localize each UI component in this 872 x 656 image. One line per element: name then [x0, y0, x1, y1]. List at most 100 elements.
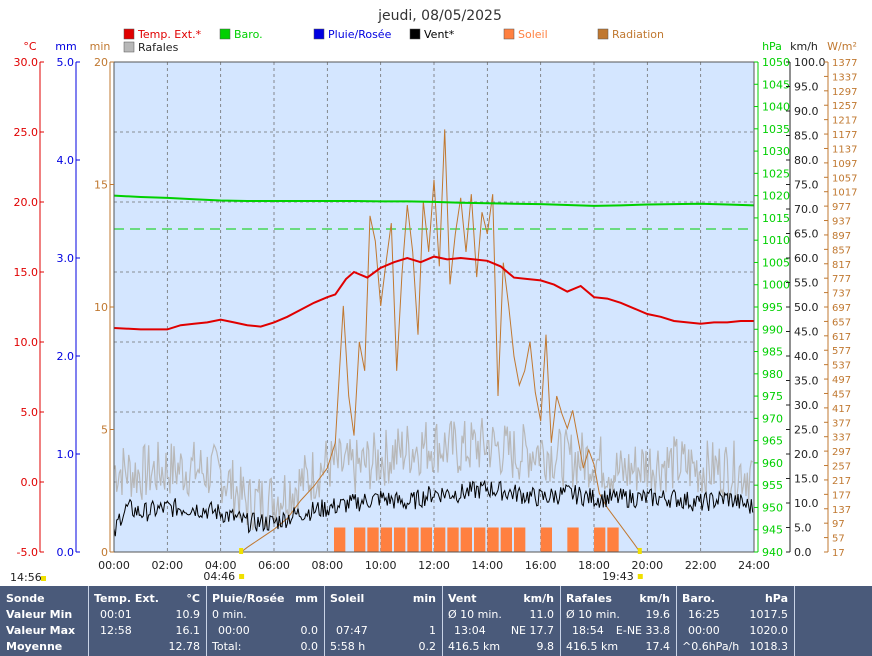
- series-rafales: [113, 417, 754, 531]
- y-tick-label-sun: 20: [94, 56, 108, 69]
- legend-swatch: [123, 41, 135, 53]
- y-tick-label-radiation: 457: [832, 389, 851, 400]
- y-tick-label-radiation: 1377: [832, 58, 857, 69]
- series-radiation: [240, 129, 641, 553]
- y-tick-label-baro: 970: [762, 412, 783, 425]
- y-tick-label-radiation: 537: [832, 361, 851, 372]
- stats-labels-column: Sonde Valeur Min Valeur Max Moyenne: [0, 586, 89, 656]
- y-axis-unit-wind: km/h: [790, 40, 818, 53]
- y-tick-label-baro: 985: [762, 346, 783, 359]
- y-axis-unit-rain: mm: [55, 40, 76, 53]
- sunset-label: 19:43: [602, 570, 634, 583]
- stats-temp-min-time: 00:01: [100, 608, 132, 621]
- y-tick-label-baro: 975: [762, 390, 783, 403]
- y-tick-label-wind: 85.0: [794, 130, 819, 143]
- y-tick-label-radiation: 1017: [832, 188, 857, 199]
- y-tick-label-radiation: 1097: [832, 159, 857, 170]
- sun-bar: [407, 527, 419, 552]
- legend-swatch: [597, 28, 609, 40]
- stats-baro-title: Baro.: [682, 592, 715, 605]
- sun-bar: [487, 527, 499, 552]
- y-tick-label-radiation: 1137: [832, 144, 857, 155]
- legend-swatch: [123, 28, 135, 40]
- y-tick-label-rain: 5.0: [57, 56, 75, 69]
- y-tick-label-wind: 45.0: [794, 326, 819, 339]
- y-tick-label-baro: 1015: [762, 212, 790, 225]
- y-tick-label-baro: 1045: [762, 78, 790, 91]
- y-tick-label-baro: 940: [762, 546, 783, 559]
- sun-bar: [567, 527, 579, 552]
- y-tick-label-radiation: 737: [832, 289, 851, 300]
- sun-bar: [334, 527, 346, 552]
- sun-bar: [434, 527, 446, 552]
- current-time-dot: [41, 576, 46, 581]
- y-tick-label-wind: 65.0: [794, 228, 819, 241]
- y-tick-label-wind: 10.0: [794, 497, 819, 510]
- y-tick-label-wind: 5.0: [794, 522, 812, 535]
- stats-rain-max-val: 0.0: [300, 624, 319, 637]
- stats-rain-min: 0 min.: [212, 608, 247, 621]
- legend-label: Baro.: [234, 28, 263, 41]
- y-tick-label-sun: 5: [101, 424, 108, 437]
- weather-chart: 00:00 02:00 04:00 06:00 08:00 10:00 12:00 14:00…: [0, 0, 872, 586]
- legend-swatch: [219, 28, 231, 40]
- stats-baro-trend: ^0.6hPa/h: [682, 640, 740, 653]
- stats-wind-max-time: 13:04: [454, 624, 486, 637]
- y-tick-label-baro: 1020: [762, 190, 790, 203]
- y-tick-label-radiation: 497: [832, 375, 851, 386]
- stats-rain-total-label: Total:: [212, 640, 242, 653]
- stats-gust-avg: 17.4: [645, 640, 671, 653]
- y-tick-label-radiation: 177: [832, 490, 851, 501]
- x-tick-label: 22:00: [685, 559, 717, 572]
- y-tick-label-temp: 0.0: [21, 476, 39, 489]
- y-tick-label-rain: 2.0: [57, 350, 75, 363]
- legend-label: Soleil: [518, 28, 548, 41]
- legend-label: Vent*: [424, 28, 455, 41]
- stats-temp-max-val: 16.1: [175, 624, 201, 637]
- y-tick-label-radiation: 897: [832, 231, 851, 242]
- stats-gust-distance: 416.5 km: [566, 640, 619, 653]
- y-tick-label-wind: 0.0: [794, 546, 812, 559]
- y-tick-label-baro: 1010: [762, 234, 790, 247]
- sunset-label-dot: [637, 574, 643, 579]
- series-vent: [113, 480, 754, 537]
- x-tick-label: 20:00: [631, 559, 663, 572]
- y-tick-label-baro: 1005: [762, 256, 790, 269]
- y-tick-label-baro: 1050: [762, 56, 790, 69]
- y-tick-label-rain: 1.0: [57, 448, 75, 461]
- sunrise-label-dot: [239, 574, 245, 579]
- y-axis-unit-sun: min: [90, 40, 111, 53]
- stats-baro-min-time: 16:25: [688, 608, 720, 621]
- stats-gust-title: Rafales: [566, 592, 612, 605]
- y-tick-label-wind: 95.0: [794, 81, 819, 94]
- legend-label: Temp. Ext.*: [137, 28, 202, 41]
- y-tick-label-radiation: 1217: [832, 116, 857, 127]
- stats-sun-max-time: 07:47: [336, 624, 368, 637]
- y-tick-label-radiation: 937: [832, 217, 851, 228]
- x-tick-label: 24:00: [738, 559, 770, 572]
- y-tick-label-baro: 995: [762, 301, 783, 314]
- y-tick-label-radiation: 97: [832, 519, 845, 530]
- stats-baro-max-time: 00:00: [688, 624, 720, 637]
- stats-temp-unit: °C: [186, 592, 200, 605]
- stats-gust-max-time: 18:54: [572, 624, 604, 637]
- y-tick-label-baro: 965: [762, 435, 783, 448]
- sun-bar: [460, 527, 472, 552]
- y-tick-label-radiation: 617: [832, 332, 851, 343]
- y-tick-label-rain: 3.0: [57, 252, 75, 265]
- legend-label: Pluie/Rosée: [328, 28, 392, 41]
- sun-bar: [354, 527, 366, 552]
- y-tick-label-radiation: 137: [832, 505, 851, 516]
- y-tick-label-radiation: 1297: [832, 87, 857, 98]
- stats-sun-duration: 5:58 h: [330, 640, 366, 653]
- y-tick-label-rain: 0.0: [57, 546, 75, 559]
- stats-sun-column: Soleil min 07:47 1 5:58 h 0.2: [324, 586, 443, 656]
- y-tick-label-baro: 1025: [762, 167, 790, 180]
- series-baro: [113, 194, 755, 207]
- y-tick-label-wind: 70.0: [794, 203, 819, 216]
- stats-rain-title: Pluie/Rosée: [212, 592, 285, 605]
- x-tick-label: 06:00: [258, 559, 290, 572]
- y-tick-label-radiation: 777: [832, 274, 851, 285]
- stats-wind-max-val: NE 17.7: [510, 624, 554, 637]
- sun-bar: [594, 527, 606, 552]
